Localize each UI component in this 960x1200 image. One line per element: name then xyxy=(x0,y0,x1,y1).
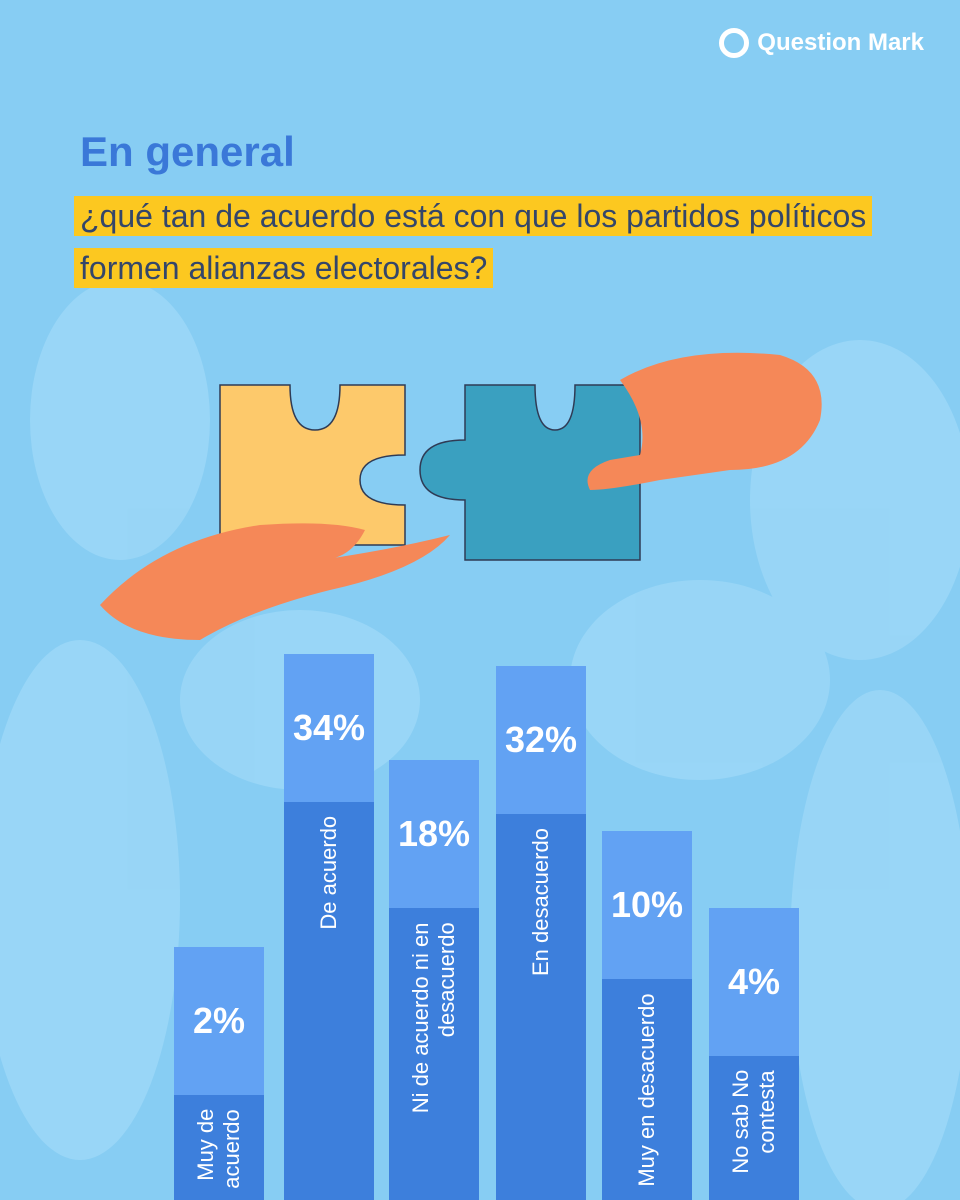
category-label: De acuerdo xyxy=(284,816,374,1200)
category-text: Muy en desacuerdo xyxy=(634,993,659,1187)
category-text: Muy de acuerdo xyxy=(193,1109,244,1189)
bar-body: En desacuerdo xyxy=(496,813,586,1200)
chart-title: En general xyxy=(80,128,295,175)
value-label: 34% xyxy=(292,707,366,749)
bar-body: Muy en desacuerdo xyxy=(602,979,692,1200)
category-text: De acuerdo xyxy=(316,816,341,931)
bar-body: No sab No contesta xyxy=(709,1056,799,1200)
bar: 34% De acuerdo xyxy=(284,654,374,1200)
category-label: En desacuerdo xyxy=(496,828,586,1200)
brand-name: Question Mark xyxy=(757,29,924,56)
chart-subtitle: ¿qué tan de acuerdo está con que los par… xyxy=(74,190,874,294)
bar-label-area: 4% xyxy=(709,908,799,1057)
category-text: Ni de acuerdo ni en desacuerdo xyxy=(408,921,459,1113)
brand-logo xyxy=(719,28,750,58)
category-label: Muy en desacuerdo xyxy=(602,993,692,1200)
value-label: 10% xyxy=(610,884,684,926)
bar-body: Ni de acuerdo ni en desacuerdo xyxy=(389,907,479,1200)
category-label: Ni de acuerdo ni en desacuerdo xyxy=(389,922,479,1200)
value-label: 2% xyxy=(192,1000,246,1042)
bar: 2% Muy de acuerdo xyxy=(174,947,264,1200)
brand: Question Mark xyxy=(719,28,924,58)
category-label: Muy de acuerdo xyxy=(174,1109,264,1200)
bar: 4% No sab No contesta xyxy=(709,908,799,1200)
subtitle-text: ¿qué tan de acuerdo está con que los par… xyxy=(74,196,873,288)
value-label: 32% xyxy=(504,718,578,760)
bar: 32% En desacuerdo xyxy=(496,665,586,1200)
category-text: No sab No contesta xyxy=(728,1070,779,1175)
value-label: 18% xyxy=(397,812,471,854)
category-label: No sab No contesta xyxy=(709,1070,799,1200)
bar-label-area: 2% xyxy=(174,947,264,1096)
value-label: 4% xyxy=(727,961,781,1003)
bar-label-area: 32% xyxy=(496,665,586,814)
bar-body: De acuerdo xyxy=(284,802,374,1200)
bar-label-area: 10% xyxy=(602,831,692,980)
bar-label-area: 34% xyxy=(284,654,374,803)
bar: 18% Ni de acuerdo ni en desacuerdo xyxy=(389,759,479,1200)
bar-label-area: 18% xyxy=(389,759,479,908)
bar-body: Muy de acuerdo xyxy=(174,1095,264,1200)
category-text: En desacuerdo xyxy=(528,827,553,976)
bar: 10% Muy en desacuerdo xyxy=(602,831,692,1200)
